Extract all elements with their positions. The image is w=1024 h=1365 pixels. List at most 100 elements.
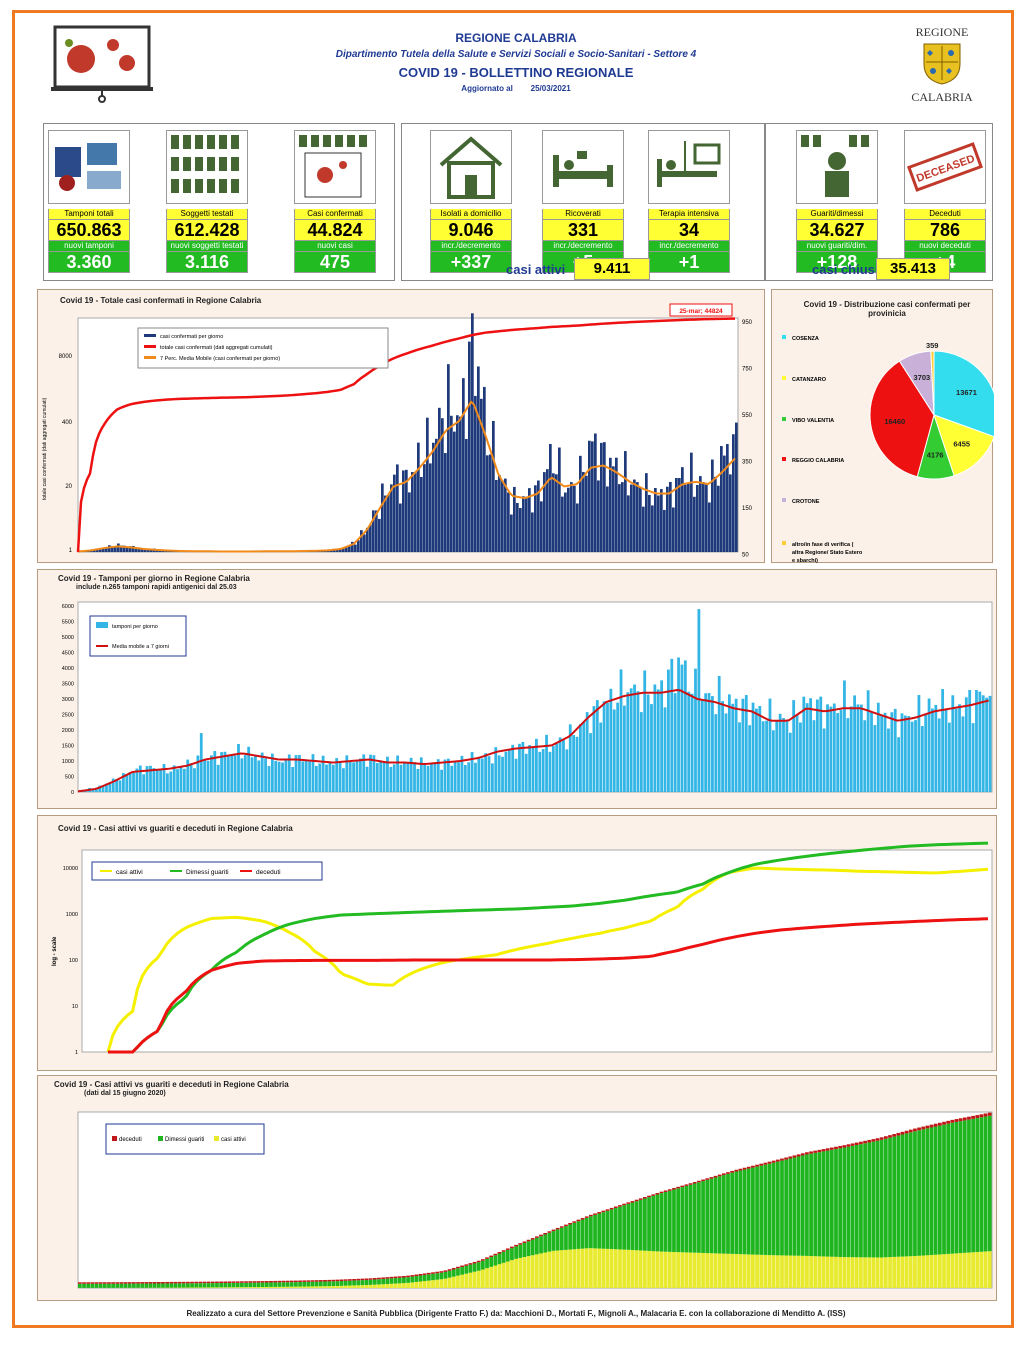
tamponi-bar (304, 759, 308, 792)
deceased-bar (659, 1191, 664, 1194)
tamponi-bar (355, 761, 359, 792)
deceased-bar (227, 1281, 232, 1283)
deceased-bar (559, 1226, 564, 1228)
daily-case-bar (657, 495, 660, 552)
tamponi-bar (538, 751, 542, 792)
tamponi-bar (284, 758, 288, 792)
y-tick-right: 50 (742, 553, 749, 559)
recovered-bar (314, 1281, 319, 1287)
tamponi-bar (589, 733, 592, 792)
recovered-bar (933, 1126, 938, 1255)
tamponi-bar (122, 773, 125, 792)
tamponi-bar (751, 702, 755, 792)
recovered-bar (526, 1241, 531, 1257)
daily-case-bar (636, 482, 639, 552)
annotation-box (669, 303, 733, 317)
deceased-bar (294, 1280, 298, 1283)
recovered-bar (738, 1170, 743, 1255)
tile-isolati: Isolati a domicilio 9.046 incr./decremen… (430, 130, 512, 273)
pie-value-label: 16460 (884, 417, 905, 426)
tamponi-bar (152, 768, 156, 792)
tamponi-bar (101, 785, 105, 792)
active-cases-bar (597, 1248, 602, 1288)
tamponi-bar (125, 774, 129, 792)
deceased-bar (132, 1282, 136, 1284)
deceased-bar (206, 1281, 211, 1284)
recovered-bar (692, 1183, 697, 1253)
daily-case-bar (552, 473, 555, 552)
deceased-bar (846, 1144, 851, 1147)
recovered-bar (256, 1282, 261, 1288)
recovered-bar (190, 1283, 194, 1288)
active-cases-bar (896, 1256, 901, 1288)
tamponi-bar (298, 754, 301, 792)
active-cases-bar (983, 1251, 988, 1288)
deceased-bar (352, 1278, 356, 1281)
recovered-bar (767, 1163, 772, 1256)
daily-case-bar (336, 548, 339, 552)
pie-legend-swatch (782, 335, 786, 339)
recovered-bar (372, 1279, 377, 1285)
deceased-bar (576, 1219, 581, 1222)
tamponi-bar (287, 754, 291, 792)
tamponi-bar (419, 757, 423, 792)
tamponi-bar (128, 772, 132, 792)
bottom-strip (0, 1336, 1024, 1365)
tamponi-bar (744, 695, 748, 792)
daily-case-bar (135, 549, 138, 552)
recovered-bar (501, 1251, 506, 1263)
deceased-bar (589, 1214, 593, 1217)
daily-case-bar (108, 545, 111, 552)
daily-case-bar (150, 549, 153, 552)
tamponi-bar (548, 751, 552, 792)
active-cases-bar (813, 1256, 818, 1288)
deceased-bar (310, 1280, 315, 1282)
tamponi-bar (768, 698, 772, 792)
tamponi-bar (660, 680, 664, 792)
deceased-bar (169, 1281, 174, 1284)
recovered-bar (834, 1149, 838, 1257)
tamponi-bar (430, 763, 433, 792)
daily-case-bar (519, 508, 522, 552)
series-line (108, 841, 989, 1054)
active-cases-bar (863, 1257, 867, 1288)
active-cases-bar (356, 1285, 361, 1288)
recovered-bar (854, 1145, 859, 1258)
deceased-bar (580, 1218, 585, 1220)
recovered-bar (260, 1282, 265, 1288)
pie-value-label: 359 (926, 341, 939, 350)
y-tick-label: 5000 (62, 635, 74, 641)
active-cases-bar (709, 1253, 714, 1288)
recovered-bar (223, 1282, 228, 1288)
tamponi-bar (782, 718, 785, 792)
deceased-bar (476, 1260, 481, 1263)
deceased-bar (518, 1243, 523, 1245)
recovered-bar (975, 1118, 980, 1253)
daily-case-bar (471, 313, 474, 552)
active-cases-bar (738, 1254, 743, 1288)
active-cases-bar (875, 1257, 880, 1288)
active-cases-bar (676, 1252, 681, 1288)
deceased-bar (460, 1265, 464, 1268)
recovered-bar (198, 1283, 203, 1288)
soggetti-value: 612.428 (166, 220, 248, 241)
deceased-bar (950, 1119, 955, 1123)
tamponi-bar (528, 745, 532, 792)
tamponi-bar (226, 756, 230, 792)
deceased-bar (622, 1203, 626, 1206)
deceased-bar (564, 1224, 568, 1227)
deceased-bar (792, 1155, 797, 1158)
recovered-bar (98, 1283, 103, 1288)
deceased-bar (971, 1115, 975, 1119)
recovered-bar (742, 1169, 747, 1255)
recovered-bar (613, 1208, 618, 1250)
deceased-bar (983, 1113, 988, 1117)
tamponi-bar (579, 724, 582, 792)
active-cases-bar (663, 1251, 668, 1288)
active-cases-bar (260, 1287, 265, 1288)
deceased-bar (730, 1170, 735, 1173)
tamponi-bar (413, 762, 416, 792)
region-title: REGIONE CALABRIA (455, 31, 577, 45)
tamponi-bar (274, 760, 278, 792)
active-cases-bar (780, 1255, 784, 1288)
